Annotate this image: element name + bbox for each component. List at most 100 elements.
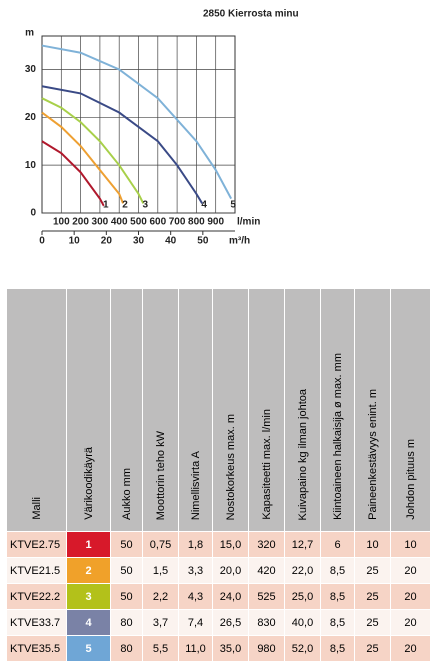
table-cell: 4,3 xyxy=(178,583,213,610)
table-row: KTVE33.7 4 80 3,7 7,4 26,5 830 40,0 8,5 25 20 xyxy=(6,609,431,636)
color-code-cell: 1 xyxy=(66,531,111,558)
header-cell: Malli xyxy=(6,288,67,532)
table-cell: 26,5 xyxy=(212,609,249,636)
color-code-cell: 4 xyxy=(66,609,111,636)
curve-label: 3 xyxy=(143,200,149,211)
table-cell: 40,0 xyxy=(284,609,321,636)
x-axis-label: l/min xyxy=(237,217,260,228)
y-axis-label: m xyxy=(25,28,34,39)
x2-tick-label: 20 xyxy=(101,236,113,247)
table-row: KTVE22.2 3 50 2,2 4,3 24,0 525 25,0 8,5 25 20 xyxy=(6,583,431,610)
header-text: Paineenkestävyys enint. m xyxy=(366,389,379,520)
header-cell: Paineenkestävyys enint. m xyxy=(354,288,391,532)
table-cell: 5,5 xyxy=(142,635,179,662)
table-cell: KTVE33.7 xyxy=(6,609,67,636)
table-cell: 35,0 xyxy=(212,635,249,662)
table-cell: 10 xyxy=(390,531,431,558)
color-code-cell: 5 xyxy=(66,635,111,662)
table-cell: 8,5 xyxy=(320,557,355,584)
table-cell: 420 xyxy=(248,557,285,584)
x2-tick-label: 10 xyxy=(69,236,81,247)
curve xyxy=(41,44,233,200)
table-cell: KTVE21.5 xyxy=(6,557,67,584)
table-cell: 20 xyxy=(390,583,431,610)
header-text: Nimellisvirta A xyxy=(189,450,202,520)
header-cell: Kapasiteetti max. l/min xyxy=(248,288,285,532)
x-tick-label: 800 xyxy=(188,217,205,228)
header-text: Nostokorkeus max. m xyxy=(224,413,237,520)
table-cell: 6 xyxy=(320,531,355,558)
x2-axis-label: m³/h xyxy=(229,236,250,247)
table-cell: 0,75 xyxy=(142,531,179,558)
x2-tick-label: 40 xyxy=(165,236,177,247)
table-cell: 7,4 xyxy=(178,609,213,636)
x-tick-label: 300 xyxy=(92,217,109,228)
header-text: Kiintoaineen halkaisija ø max. mm xyxy=(331,353,344,520)
x-tick-label: 700 xyxy=(169,217,186,228)
table-cell: 320 xyxy=(248,531,285,558)
table-row: KTVE35.5 5 80 5,5 11,0 35,0 980 52,0 8,5 25 20 xyxy=(6,635,431,662)
header-cell: Nostokorkeus max. m xyxy=(212,288,249,532)
y-tick-label: 30 xyxy=(25,64,37,75)
table-cell: 25,0 xyxy=(284,583,321,610)
header-text: Aukko mm xyxy=(120,468,133,520)
table-cell: 20 xyxy=(390,557,431,584)
header-cell: Johdon pituus m xyxy=(390,288,431,532)
x-tick-label: 600 xyxy=(149,217,166,228)
table-cell: 50 xyxy=(110,583,143,610)
table-cell: 24,0 xyxy=(212,583,249,610)
header-text: Kuivapaino kg ilman johtoa xyxy=(296,388,309,520)
curve-label: 5 xyxy=(230,200,236,211)
x2-tick-label: 50 xyxy=(197,236,209,247)
curve xyxy=(41,97,145,204)
table-cell: 980 xyxy=(248,635,285,662)
header-row: Malli Värikoodikäyrä Aukko mm Moottorin teh… xyxy=(6,288,431,532)
x2-tick-label: 30 xyxy=(133,236,145,247)
table-cell: 8,5 xyxy=(320,635,355,662)
header-cell: Nimellisvirta A xyxy=(178,288,213,532)
header-text: Johdon pituus m xyxy=(404,439,417,520)
table-cell: 3,3 xyxy=(178,557,213,584)
color-code-cell: 2 xyxy=(66,557,111,584)
table-cell: 50 xyxy=(110,557,143,584)
table-cell: 8,5 xyxy=(320,583,355,610)
table-cell: 12,7 xyxy=(284,531,321,558)
table-cell: 25 xyxy=(354,557,391,584)
header-cell: Värikoodikäyrä xyxy=(66,288,111,532)
color-code-cell: 3 xyxy=(66,583,111,610)
x-tick-label: 400 xyxy=(111,217,128,228)
header-text: Värikoodikäyrä xyxy=(82,447,95,520)
table-cell: 20 xyxy=(390,635,431,662)
header-cell: Kuivapaino kg ilman johtoa xyxy=(284,288,321,532)
curve-label: 1 xyxy=(103,200,109,211)
table-cell: 20 xyxy=(390,609,431,636)
curve xyxy=(41,85,204,204)
table-cell: 830 xyxy=(248,609,285,636)
y-tick-label: 0 xyxy=(30,208,36,219)
curve-label: 4 xyxy=(201,200,207,211)
header-cell: Kiintoaineen halkaisija ø max. mm xyxy=(320,288,355,532)
table-cell: 1,5 xyxy=(142,557,179,584)
x-tick-label: 900 xyxy=(207,217,224,228)
x2-tick-label: 0 xyxy=(39,236,45,247)
table-cell: KTVE35.5 xyxy=(6,635,67,662)
header-cell: Aukko mm xyxy=(110,288,143,532)
x-tick-label: 500 xyxy=(130,217,147,228)
table-cell: 25 xyxy=(354,609,391,636)
curve xyxy=(41,140,105,207)
table-cell: 50 xyxy=(110,531,143,558)
table-cell: 25 xyxy=(354,583,391,610)
y-tick-label: 20 xyxy=(25,112,37,123)
table-cell: KTVE22.2 xyxy=(6,583,67,610)
x-tick-label: 200 xyxy=(72,217,89,228)
table-cell: 80 xyxy=(110,635,143,662)
curve-label: 2 xyxy=(122,200,128,211)
table-row: KTVE2.75 1 50 0,75 1,8 15,0 320 12,7 6 10 10 xyxy=(6,531,431,558)
curve xyxy=(41,111,124,204)
table-cell: 1,8 xyxy=(178,531,213,558)
table-cell: 20,0 xyxy=(212,557,249,584)
header-cell: Moottorin teho kW xyxy=(142,288,179,532)
table-cell: 10 xyxy=(354,531,391,558)
